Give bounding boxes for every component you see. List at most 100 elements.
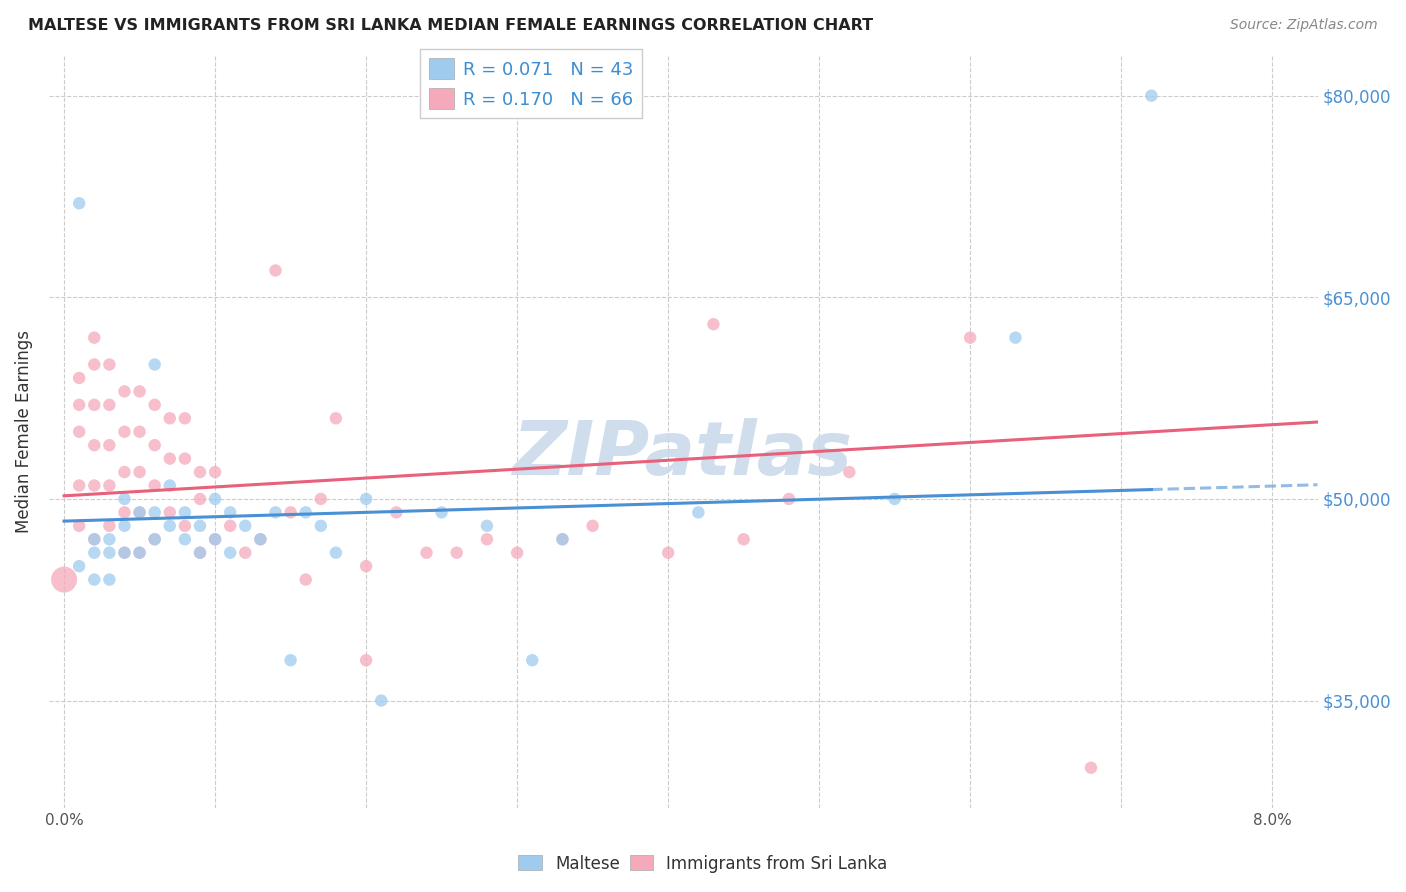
Point [233, 546, 256, 560]
Point [128, 505, 150, 519]
Point [128, 505, 150, 519]
Point [522, 653, 544, 667]
Point [506, 546, 529, 560]
Point [128, 465, 150, 479]
Point [551, 533, 574, 547]
Point [67, 398, 90, 412]
Point [702, 317, 724, 331]
Point [67, 371, 90, 385]
Point [83, 358, 105, 372]
Point [325, 411, 347, 425]
Point [173, 505, 195, 519]
Point [98, 398, 121, 412]
Y-axis label: Median Female Earnings: Median Female Earnings [15, 330, 32, 533]
Point [264, 263, 287, 277]
Point [67, 518, 90, 533]
Point [128, 384, 150, 399]
Point [173, 411, 195, 425]
Point [98, 533, 121, 547]
Point [143, 533, 166, 547]
Point [354, 653, 377, 667]
Point [128, 546, 150, 560]
Point [280, 505, 302, 519]
Point [219, 518, 242, 533]
Point [294, 505, 316, 519]
Point [98, 518, 121, 533]
Point [249, 533, 271, 547]
Point [159, 518, 181, 533]
Point [173, 451, 195, 466]
Point [838, 465, 860, 479]
Point [354, 491, 377, 506]
Point [114, 465, 136, 479]
Point [249, 533, 271, 547]
Point [173, 533, 195, 547]
Text: ZIPatlas: ZIPatlas [513, 417, 853, 491]
Point [415, 546, 437, 560]
Point [475, 533, 498, 547]
Point [188, 491, 211, 506]
Point [143, 478, 166, 492]
Point [53, 573, 76, 587]
Point [1140, 88, 1163, 103]
Point [67, 559, 90, 574]
Point [294, 573, 316, 587]
Point [83, 546, 105, 560]
Point [430, 505, 453, 519]
Point [83, 478, 105, 492]
Point [114, 546, 136, 560]
Point [143, 358, 166, 372]
Point [733, 533, 755, 547]
Point [1080, 761, 1102, 775]
Point [475, 518, 498, 533]
Point [188, 546, 211, 560]
Point [657, 546, 679, 560]
Point [98, 438, 121, 452]
Point [159, 451, 181, 466]
Point [128, 425, 150, 439]
Text: MALTESE VS IMMIGRANTS FROM SRI LANKA MEDIAN FEMALE EARNINGS CORRELATION CHART: MALTESE VS IMMIGRANTS FROM SRI LANKA MED… [28, 18, 873, 33]
Point [128, 546, 150, 560]
Point [385, 505, 408, 519]
Point [98, 546, 121, 560]
Point [114, 384, 136, 399]
Point [159, 411, 181, 425]
Point [143, 398, 166, 412]
Point [1004, 331, 1026, 345]
Point [159, 505, 181, 519]
Point [354, 559, 377, 574]
Point [83, 573, 105, 587]
Point [204, 465, 226, 479]
Point [114, 425, 136, 439]
Point [83, 533, 105, 547]
Point [114, 491, 136, 506]
Point [83, 398, 105, 412]
Point [582, 518, 605, 533]
Point [778, 491, 800, 506]
Legend: Maltese, Immigrants from Sri Lanka: Maltese, Immigrants from Sri Lanka [512, 848, 894, 880]
Legend: R = 0.071   N = 43, R = 0.170   N = 66: R = 0.071 N = 43, R = 0.170 N = 66 [419, 49, 643, 118]
Point [67, 425, 90, 439]
Point [280, 653, 302, 667]
Point [204, 491, 226, 506]
Point [114, 518, 136, 533]
Point [143, 438, 166, 452]
Point [309, 491, 332, 506]
Point [98, 573, 121, 587]
Point [143, 533, 166, 547]
Point [264, 505, 287, 519]
Point [219, 505, 242, 519]
Point [188, 546, 211, 560]
Point [67, 196, 90, 211]
Point [233, 518, 256, 533]
Point [551, 533, 574, 547]
Point [688, 505, 710, 519]
Point [114, 546, 136, 560]
Point [83, 438, 105, 452]
Point [204, 533, 226, 547]
Point [98, 358, 121, 372]
Point [83, 331, 105, 345]
Point [309, 518, 332, 533]
Point [219, 546, 242, 560]
Point [114, 505, 136, 519]
